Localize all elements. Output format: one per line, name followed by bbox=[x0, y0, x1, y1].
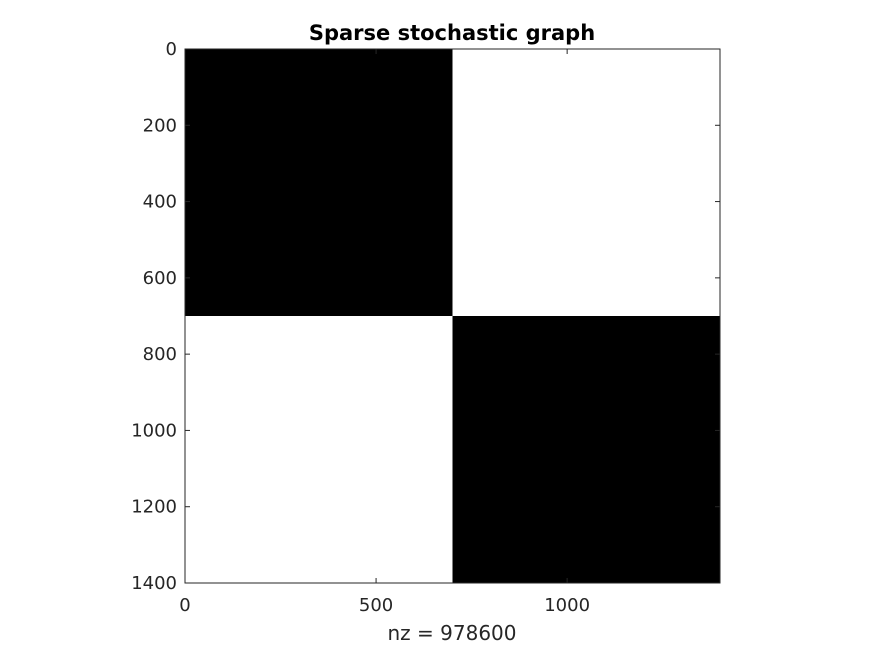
y-tick-label: 800 bbox=[143, 344, 177, 365]
x-tick-label: 1000 bbox=[544, 595, 590, 616]
y-tick-label: 600 bbox=[143, 268, 177, 289]
y-tick-label: 400 bbox=[143, 192, 177, 213]
nonzero-block-1 bbox=[185, 49, 453, 316]
x-tick-label: 500 bbox=[359, 595, 393, 616]
y-tick-label: 1400 bbox=[131, 573, 177, 594]
nonzero-blocks bbox=[185, 49, 720, 583]
axes-box bbox=[184, 48, 721, 584]
axis-ticks: 0 500 1000 0 200 400 600 800 1000 1200 1400 bbox=[131, 39, 720, 616]
x-tick-label: 0 bbox=[179, 595, 190, 616]
nonzero-block-2 bbox=[452, 316, 720, 583]
chart-title: Sparse stochastic graph bbox=[309, 21, 595, 45]
x-axis-label: nz = 978600 bbox=[388, 621, 517, 645]
y-tick-label: 1200 bbox=[131, 497, 177, 518]
y-tick-label: 0 bbox=[166, 39, 177, 60]
y-tick-label: 1000 bbox=[131, 420, 177, 441]
y-tick-label: 200 bbox=[143, 115, 177, 136]
